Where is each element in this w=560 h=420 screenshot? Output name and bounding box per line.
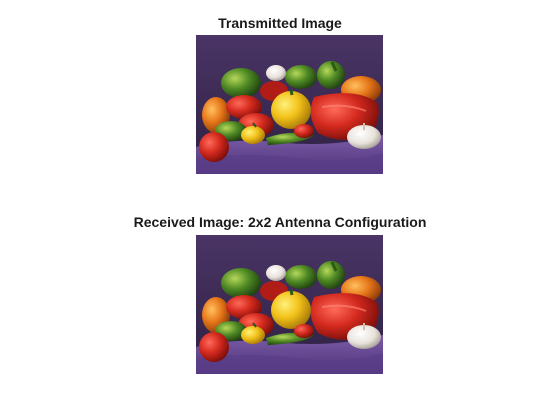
transmitted-image: [196, 35, 383, 174]
bottom-title: Received Image: 2x2 Antenna Configuratio…: [133, 214, 427, 230]
received-image: [196, 235, 383, 374]
peppers-photo-received: [196, 235, 383, 374]
peppers-photo: [196, 35, 383, 174]
top-title: Transmitted Image: [218, 15, 342, 31]
